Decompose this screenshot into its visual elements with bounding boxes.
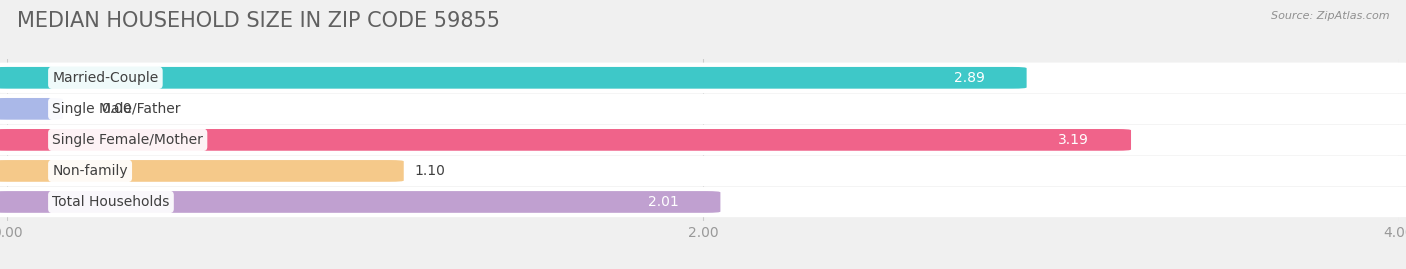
FancyBboxPatch shape xyxy=(0,94,1406,124)
Text: 2.89: 2.89 xyxy=(955,71,984,85)
FancyBboxPatch shape xyxy=(0,125,1406,155)
Text: Non-family: Non-family xyxy=(52,164,128,178)
Text: 1.10: 1.10 xyxy=(415,164,446,178)
Text: Married-Couple: Married-Couple xyxy=(52,71,159,85)
FancyBboxPatch shape xyxy=(0,63,1406,93)
FancyBboxPatch shape xyxy=(0,187,1406,217)
Text: 0.00: 0.00 xyxy=(101,102,132,116)
FancyBboxPatch shape xyxy=(0,67,1026,89)
FancyBboxPatch shape xyxy=(0,98,63,120)
FancyBboxPatch shape xyxy=(0,129,1130,151)
Text: Single Male/Father: Single Male/Father xyxy=(52,102,181,116)
FancyBboxPatch shape xyxy=(0,160,404,182)
FancyBboxPatch shape xyxy=(0,191,720,213)
FancyBboxPatch shape xyxy=(0,156,1406,186)
Text: Source: ZipAtlas.com: Source: ZipAtlas.com xyxy=(1271,11,1389,21)
Text: Total Households: Total Households xyxy=(52,195,170,209)
Text: 3.19: 3.19 xyxy=(1059,133,1090,147)
Text: 2.01: 2.01 xyxy=(648,195,679,209)
Text: MEDIAN HOUSEHOLD SIZE IN ZIP CODE 59855: MEDIAN HOUSEHOLD SIZE IN ZIP CODE 59855 xyxy=(17,11,501,31)
Text: Single Female/Mother: Single Female/Mother xyxy=(52,133,202,147)
